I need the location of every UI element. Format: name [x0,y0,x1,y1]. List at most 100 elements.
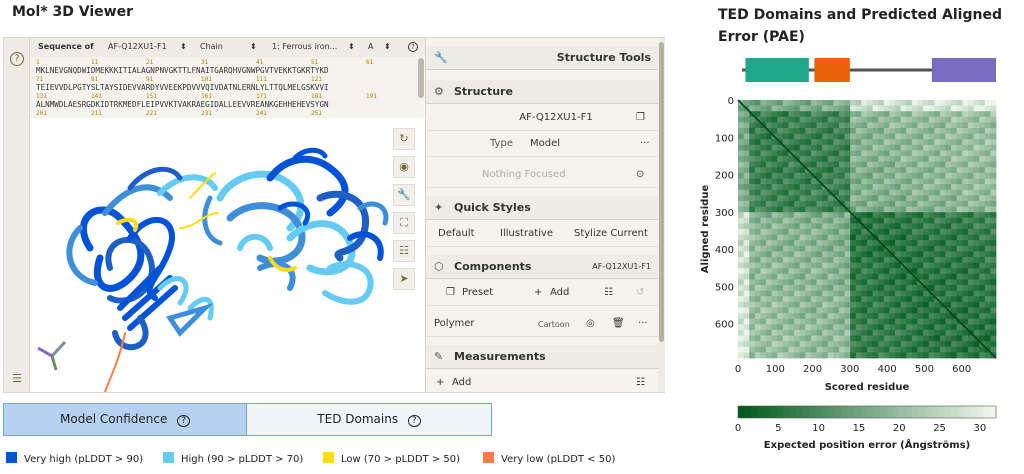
reset-camera-icon[interactable]: ↻ [393,128,415,150]
preset-button[interactable]: Preset [462,287,494,298]
cube-icon: ⬡ [434,260,444,273]
pae-cell [850,206,857,213]
pae-cell [754,245,761,252]
chain-id-select[interactable]: A [368,42,374,51]
y-tick-label: 600 [715,320,734,331]
pae-cell [766,245,773,252]
more-icon[interactable]: ··· [638,318,648,329]
style-stylize-current-button[interactable]: Stylize Current [574,228,648,239]
style-default-button[interactable]: Default [438,228,475,239]
measurements-header[interactable]: ✎ Measurements [426,345,658,369]
pae-cell [816,313,823,320]
entry-select[interactable]: AF-Q12XU1-F1 [108,42,167,51]
style-illustrative-button[interactable]: Illustrative [500,228,553,239]
pae-cell [928,234,935,241]
quick-styles-header[interactable]: ✦ Quick Styles [426,196,658,220]
protein-structure[interactable] [30,118,425,392]
colorbar-segment [976,406,984,418]
focus-target-icon[interactable]: ⊙ [636,169,645,180]
pae-cell [990,105,997,112]
pae-cell [794,268,801,275]
representation-select[interactable]: Cartoon [538,320,570,329]
pae-cell [794,240,801,247]
pae-cell [990,234,997,241]
pae-cell [984,122,991,129]
settings-sliders-icon[interactable]: ☷ [604,287,613,298]
pae-cell [749,318,756,325]
pae-cell [979,290,986,297]
sequence-scrollbar[interactable] [418,58,424,98]
chain-value-select[interactable]: 1: Ferrous iron... [272,42,338,51]
pae-cell [833,290,840,297]
fullscreen-icon[interactable]: ⛶ [393,212,415,234]
pae-cell [951,144,958,151]
help-icon[interactable]: ? [10,52,24,66]
pae-cell [917,167,924,174]
screenshot-icon[interactable]: ◉ [393,156,415,178]
pae-cell [788,195,795,202]
tools-scrollbar[interactable] [658,38,665,392]
pae-cell [923,111,930,118]
pae-cell [967,133,974,140]
pae-cell [754,352,761,359]
pae-cell [749,184,756,191]
tab-model-confidence[interactable]: Model Confidence ? [4,404,247,435]
structure-entry-row[interactable]: AF-Q12XU1-F1 ❐ [426,105,658,131]
pae-cell [810,184,817,191]
sequence-line-1[interactable]: MKLNEVGNQDWIDMEKKKITIALAGNPNVGKTTLFNAITG… [36,66,329,75]
pae-cell [810,144,817,151]
scrollbar-thumb[interactable] [659,42,664,342]
pae-cell [749,223,756,230]
pae-cell [867,335,874,342]
pae-cell [867,167,874,174]
y-tick-label: 300 [715,208,734,219]
info-icon[interactable]: ? [177,415,190,427]
settings-sliders-icon[interactable]: ☷ [636,377,645,388]
colorbar-segment [808,406,816,418]
help-icon[interactable]: ? [408,42,418,52]
history-icon[interactable]: ↺ [636,287,645,298]
copy-icon[interactable]: ❐ [636,112,645,123]
pae-cell [749,189,756,196]
pae-cell [979,195,986,202]
pae-cell [900,324,907,331]
pae-cell [911,268,918,275]
pae-cell [760,318,767,325]
visibility-eye-icon[interactable]: ◎ [586,318,595,329]
pae-cell [838,329,845,336]
pae-cell [990,313,997,320]
components-header[interactable]: ⬡ Components AF-Q12XU1-F1 [426,255,658,279]
type-row[interactable]: Type Model ··· [426,131,658,157]
pae-cell [900,217,907,224]
add-measurement-button[interactable]: Add [452,377,472,388]
trash-icon[interactable]: 🗑 [612,318,625,329]
pae-cell [951,245,958,252]
structure-section-header[interactable]: ⚙ Structure [426,80,658,104]
tab-ted-domains[interactable]: TED Domains ? [247,404,491,435]
pae-plot[interactable]: 00100100200200300300400400500500600600Sc… [696,52,1016,457]
pae-cell [911,251,918,258]
polymer-row[interactable]: Polymer Cartoon ◎ 🗑 ··· [426,311,658,337]
info-icon[interactable]: ? [407,415,421,427]
sequence-line-2[interactable]: TEIEVVDLPGTYSLTAYSIDEVVARDYVVEEKPDVVVQIV… [36,83,329,92]
wrench-icon[interactable]: 🔧 [393,184,415,206]
focus-row[interactable]: Nothing Focused ⊙ [426,162,658,188]
pae-cell [984,105,991,112]
pae-cell [945,285,952,292]
chain-select[interactable]: Chain [200,42,223,51]
selection-cursor-icon[interactable]: ➤ [393,268,415,290]
pae-cell [782,234,789,241]
pae-cell [782,105,789,112]
settings-sliders-icon[interactable]: ☰ [12,372,22,385]
pae-cell [810,161,817,168]
pae-cell [827,167,834,174]
settings-sliders-icon[interactable]: ☷ [393,240,415,262]
pae-cell [782,189,789,196]
3d-canvas[interactable]: ↻ ◉ 🔧 ⛶ ☷ ➤ [30,118,425,392]
pae-cell [973,156,980,163]
pae-cell [754,346,761,353]
pae-cell [956,273,963,280]
more-icon[interactable]: ··· [640,138,650,149]
add-component-button[interactable]: Add [550,287,570,298]
sequence-line-3[interactable]: ALNMWDLAESRGDKIDTRKMEDFLEIPVVKTVAKRAEGID… [36,100,329,109]
